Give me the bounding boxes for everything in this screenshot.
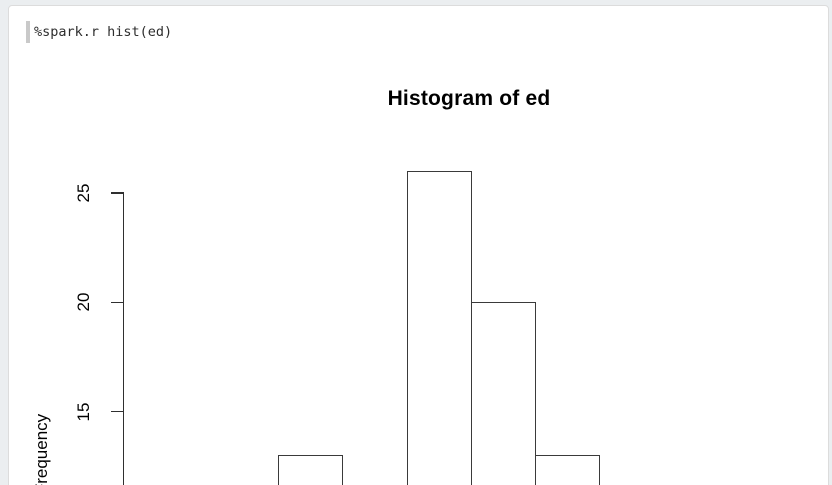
y-axis-tick [110,301,124,303]
histogram-bar [278,455,344,485]
y-axis-tick-label: 25 [74,183,93,203]
y-axis-tick-label: 15 [74,402,93,422]
y-axis-tick-label: 20 [74,292,93,312]
code-editor[interactable]: %spark.r hist(ed) [9,6,828,46]
histogram-bar [470,302,536,485]
chart-title: Histogram of ed [387,87,551,110]
paragraph-card: %spark.r hist(ed) Histogram of ed Freque… [8,5,829,485]
y-axis-tick [110,192,124,194]
y-axis-line [123,193,125,485]
y-axis-tick [110,410,124,413]
editor-cursor-bar [26,21,30,43]
y-axis-label: Frequency [32,413,51,485]
histogram-plot: Histogram of ed Frequency 25 20 15 [9,46,828,485]
histogram-bar [534,455,600,485]
histogram-bar [406,171,472,485]
code-text[interactable]: %spark.r hist(ed) [34,24,173,40]
